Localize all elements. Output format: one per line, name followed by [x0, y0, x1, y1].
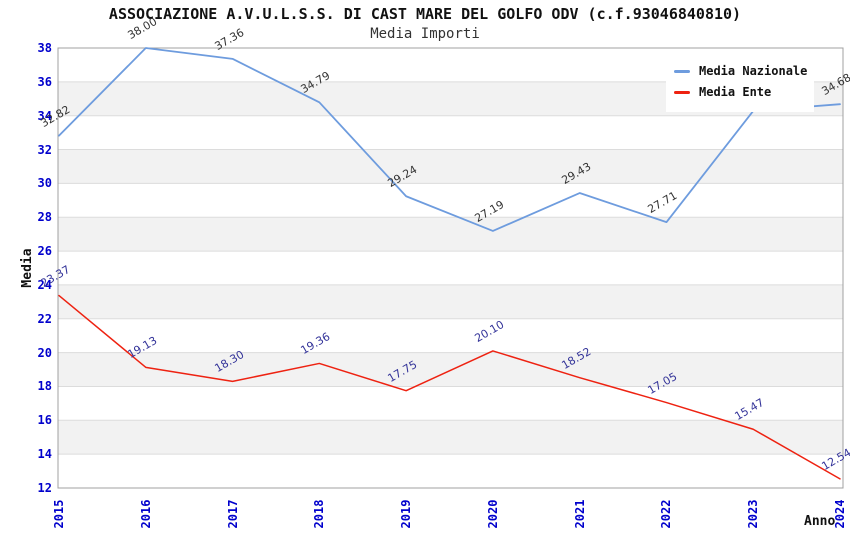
y-tick-label: 32 [37, 142, 52, 157]
x-tick-label: 2015 [52, 499, 66, 529]
y-tick-label: 38 [37, 41, 52, 55]
grid-band [58, 149, 843, 184]
y-axis-title: Media [20, 248, 35, 288]
y-tick-label: 16 [37, 413, 52, 428]
x-tick-label: 2017 [225, 499, 240, 529]
x-axis-title: Anno [804, 514, 836, 529]
y-tick-label: 24 [37, 277, 52, 292]
grid-band [58, 284, 843, 319]
x-tick-label: 2018 [312, 499, 327, 529]
legend-item: Media Nazionale [674, 64, 808, 78]
grid-band [58, 420, 843, 455]
legend-item: Media Ente [674, 85, 808, 99]
x-tick-label: 2016 [138, 499, 153, 529]
grid-band [58, 217, 843, 252]
x-tick-label: 2020 [485, 499, 500, 529]
y-tick-label: 12 [37, 481, 52, 495]
x-tick-label: 2021 [572, 499, 587, 529]
series-line-media-nazionale [58, 47, 841, 232]
y-tick-label: 18 [37, 379, 52, 394]
chart-subtitle: Media Importi [370, 26, 480, 42]
x-tick-label: 2019 [399, 499, 414, 529]
y-tick-label: 26 [37, 244, 52, 259]
y-tick-label: 30 [37, 176, 52, 191]
legend-label: Media Nazionale [699, 64, 808, 78]
series-line-media-ente [58, 294, 841, 480]
y-tick-label: 36 [37, 74, 52, 89]
y-tick-label: 22 [37, 311, 52, 326]
y-tick-label: 20 [37, 345, 52, 360]
x-tick-label: 2022 [659, 499, 674, 529]
y-tick-label: 34 [37, 108, 52, 123]
legend-line-swatch [674, 69, 690, 73]
chart-title: ASSOCIAZIONE A.V.U.L.S.S. DI CAST MARE D… [108, 5, 742, 23]
legend-label: Media Ente [699, 85, 772, 99]
y-tick-label: 28 [37, 210, 52, 225]
plot-border [57, 47, 844, 489]
legend: Media Nazionale Media Ente [666, 56, 814, 112]
y-tick-label: 14 [37, 447, 52, 462]
legend-line-swatch [674, 90, 690, 94]
x-tick-label: 2023 [746, 499, 761, 529]
